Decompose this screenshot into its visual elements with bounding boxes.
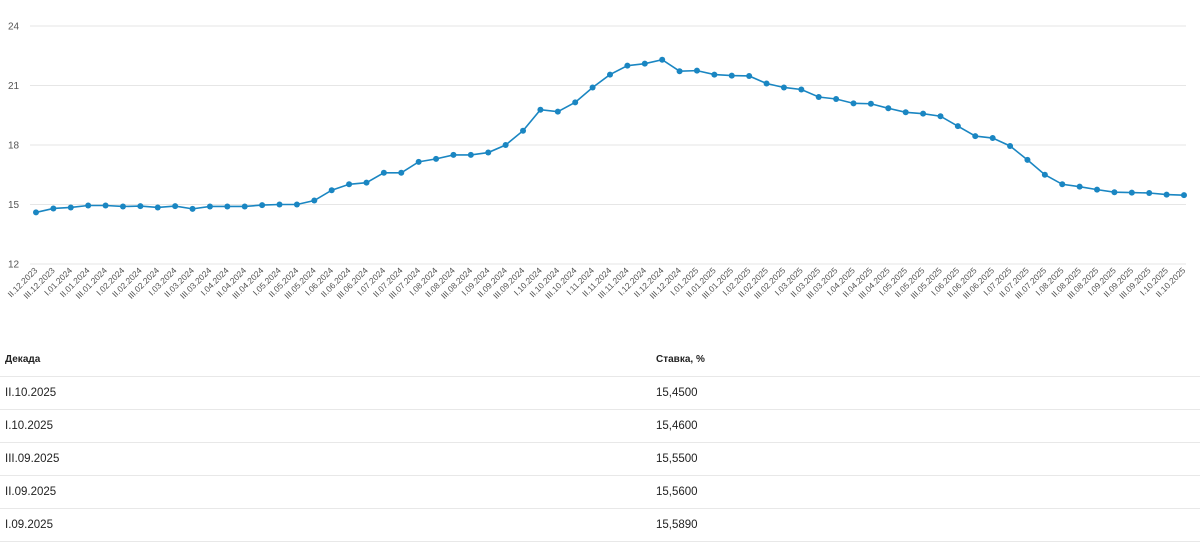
- data-point[interactable]: [241, 203, 248, 210]
- data-point[interactable]: [746, 72, 753, 79]
- data-point[interactable]: [520, 127, 527, 134]
- data-point[interactable]: [972, 133, 979, 140]
- cell-decade: I.10.2025: [0, 409, 656, 443]
- data-point[interactable]: [224, 203, 231, 210]
- data-point[interactable]: [119, 203, 126, 210]
- data-point[interactable]: [659, 56, 666, 63]
- data-point[interactable]: [833, 95, 840, 102]
- data-point[interactable]: [589, 84, 596, 91]
- y-tick-label: 12: [8, 260, 20, 271]
- cell-rate: 15,5890: [656, 508, 1200, 542]
- data-point[interactable]: [172, 203, 179, 210]
- data-point[interactable]: [1059, 181, 1066, 188]
- cell-rate: 15,4600: [656, 409, 1200, 443]
- y-tick-label: 24: [8, 22, 20, 33]
- cell-decade: III.09.2025: [0, 442, 656, 476]
- data-point[interactable]: [485, 149, 492, 156]
- data-point[interactable]: [154, 204, 161, 211]
- x-axis-ticks: II.12.2023III.12.2023I.01.2024II.01.2024…: [6, 265, 1188, 301]
- y-tick-label: 21: [8, 81, 20, 92]
- data-point[interactable]: [937, 113, 944, 120]
- data-point[interactable]: [50, 205, 57, 212]
- data-point[interactable]: [780, 84, 787, 91]
- data-point[interactable]: [67, 204, 74, 211]
- cell-decade: II.09.2025: [0, 475, 656, 509]
- data-point[interactable]: [867, 100, 874, 107]
- data-point[interactable]: [137, 203, 144, 210]
- data-point[interactable]: [189, 205, 196, 212]
- data-point[interactable]: [1076, 183, 1083, 190]
- data-point[interactable]: [607, 71, 613, 78]
- data-point[interactable]: [398, 169, 405, 176]
- y-tick-label: 15: [8, 200, 20, 211]
- data-point[interactable]: [1181, 192, 1187, 199]
- series-line: [35, 58, 1185, 214]
- table-row: I.10.2025 15,4600: [0, 409, 1200, 443]
- data-point[interactable]: [293, 201, 300, 208]
- data-point[interactable]: [763, 80, 770, 87]
- data-point[interactable]: [380, 169, 387, 176]
- data-point[interactable]: [311, 197, 318, 204]
- data-point[interactable]: [328, 187, 335, 194]
- data-point[interactable]: [989, 135, 996, 142]
- data-point[interactable]: [954, 123, 961, 130]
- data-point[interactable]: [1007, 142, 1014, 149]
- data-point[interactable]: [1146, 189, 1153, 196]
- data-point[interactable]: [1041, 171, 1048, 178]
- rate-table: Декада Ставка, % II.10.2025 15,4500 I.10…: [0, 342, 1200, 542]
- data-point[interactable]: [798, 86, 805, 93]
- cell-decade: I.09.2025: [0, 508, 656, 542]
- y-tick-label: 18: [8, 141, 20, 152]
- column-header-rate: Ставка, %: [656, 342, 1200, 377]
- data-point[interactable]: [1163, 191, 1170, 198]
- data-point[interactable]: [850, 100, 857, 107]
- data-point[interactable]: [676, 68, 683, 75]
- data-point[interactable]: [1111, 189, 1118, 196]
- data-point[interactable]: [885, 105, 892, 112]
- data-point[interactable]: [415, 158, 422, 165]
- data-point[interactable]: [206, 203, 213, 210]
- data-point[interactable]: [815, 94, 822, 101]
- table-row: III.09.2025 15,5500: [0, 442, 1200, 476]
- data-point[interactable]: [537, 106, 544, 113]
- data-point[interactable]: [1094, 186, 1101, 193]
- data-point[interactable]: [693, 67, 700, 74]
- data-point[interactable]: [363, 179, 370, 186]
- data-point[interactable]: [572, 99, 579, 106]
- table-row: II.10.2025 15,4500: [0, 376, 1200, 410]
- data-point[interactable]: [902, 109, 909, 116]
- cell-rate: 15,5600: [656, 475, 1200, 509]
- data-point[interactable]: [33, 209, 39, 216]
- data-point[interactable]: [641, 60, 648, 67]
- data-point[interactable]: [624, 62, 631, 69]
- data-point[interactable]: [450, 151, 457, 158]
- cell-decade: II.10.2025: [0, 376, 656, 410]
- data-point[interactable]: [102, 202, 109, 209]
- rate-chart: 12 15 18 21 24 II.12.2023 III.12.2023 I.01.202…: [6, 22, 1188, 301]
- data-point[interactable]: [554, 108, 561, 115]
- data-point[interactable]: [276, 201, 283, 208]
- data-point[interactable]: [433, 155, 440, 162]
- table-header-row: Декада Ставка, %: [0, 342, 1200, 377]
- series-points: [33, 56, 1187, 216]
- data-point[interactable]: [85, 202, 92, 209]
- data-point[interactable]: [920, 110, 927, 117]
- rate-chart-svg: 12 15 18 21 24 II.12.2023III.12.2023I.01.202…: [6, 22, 1188, 301]
- data-point[interactable]: [467, 151, 474, 158]
- data-point[interactable]: [259, 202, 266, 209]
- data-point[interactable]: [711, 71, 718, 78]
- table-row: II.09.2025 15,5600: [0, 475, 1200, 509]
- data-point[interactable]: [1128, 189, 1135, 196]
- data-point[interactable]: [1024, 156, 1031, 163]
- cell-rate: 15,4500: [656, 376, 1200, 410]
- data-point[interactable]: [346, 181, 353, 188]
- column-header-decade: Декада: [0, 342, 656, 377]
- chart-grid: [30, 25, 1186, 265]
- data-point[interactable]: [502, 142, 509, 148]
- y-axis-ticks: 12 15 18 21 24: [8, 22, 20, 271]
- data-point[interactable]: [728, 72, 735, 79]
- table-row: I.09.2025 15,5890: [0, 508, 1200, 542]
- cell-rate: 15,5500: [656, 442, 1200, 476]
